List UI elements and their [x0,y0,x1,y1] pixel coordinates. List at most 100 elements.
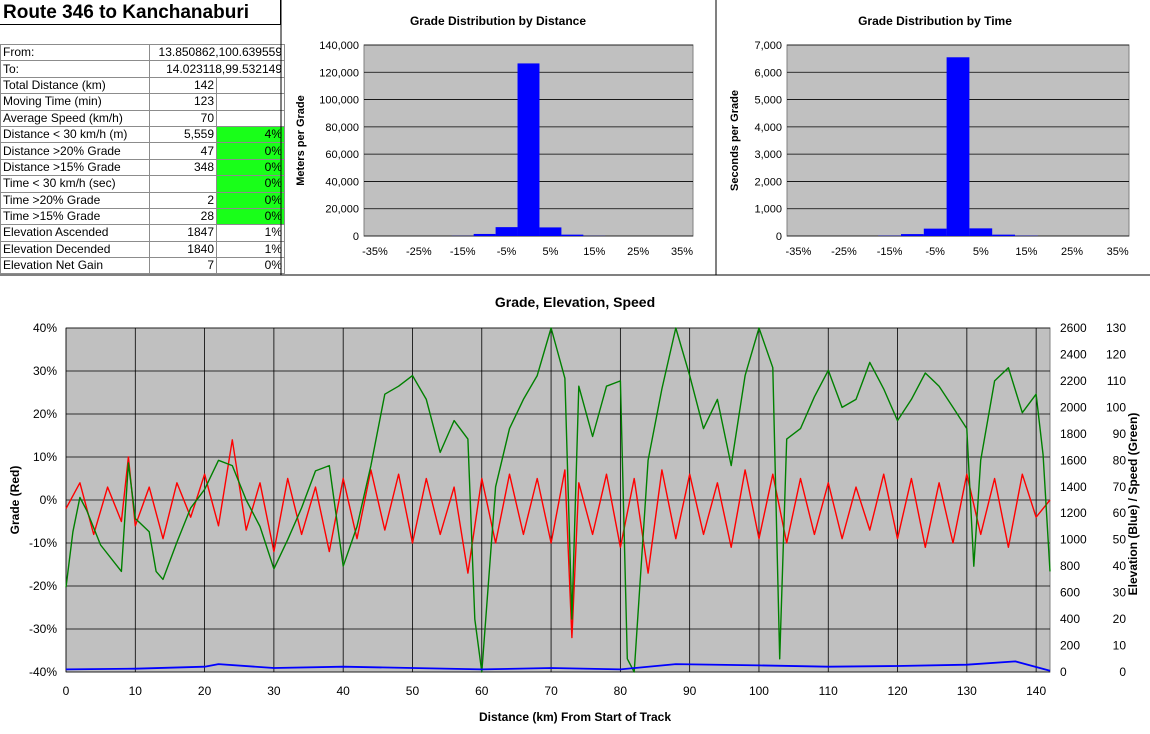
elevation-tick-label: 1600 [1060,453,1087,467]
y-tick-label: 140,000 [319,40,359,52]
x-tick-label: -35% [786,246,812,258]
histogram-bar [539,227,562,236]
speed-tick-label: 130 [1106,321,1126,335]
stat-label: Time < 30 km/h (sec) [0,175,150,193]
speed-series-line [65,327,1051,673]
speed-tick-label: 70 [1113,480,1127,494]
x-tick-label: 120 [888,684,908,698]
x-tick-label: 30 [267,684,281,698]
stat-label: Elevation Ascended [0,224,150,242]
y-tick-label: -40% [29,665,57,679]
x-tick-label: -5% [497,246,517,258]
y-tick-label: 40,000 [325,176,359,188]
y-axis-title: Seconds per Grade [729,90,741,191]
y-tick-label: 0% [40,493,58,507]
elevation-tick-label: 200 [1060,639,1080,653]
x-tick-label: 80 [614,684,628,698]
y-tick-label: 20,000 [325,204,359,216]
stat-percent: 0% [216,142,285,160]
y-tick-label: 2,000 [754,176,782,188]
stat-percent: 0% [216,257,285,275]
x-tick-label: 110 [819,684,838,698]
x-tick-label: -15% [877,246,903,258]
elevation-tick-label: 2400 [1060,347,1087,361]
x-tick-label: 50 [406,684,420,698]
y-tick-label: -30% [29,622,57,636]
x-tick-label: 5% [542,246,558,258]
stats-row: From: 13.850862,100.639559 [0,43,285,62]
stats-row: Elevation Net Gain 7 0% [0,257,285,275]
speed-tick-label: 120 [1106,347,1126,361]
stat-percent: 1% [216,224,285,242]
speed-tick-label: 50 [1113,533,1127,547]
histogram-bar [923,228,947,236]
elevation-tick-label: 1200 [1060,506,1087,520]
x-tick-label: 70 [544,684,558,698]
y-tick-label: -10% [29,536,57,550]
stat-coordinate: 13.850862,100.639559 [149,43,285,62]
speed-tick-label: 100 [1106,400,1126,414]
elevation-tick-label: 600 [1060,586,1080,600]
y-tick-label: 60,000 [325,149,359,161]
stat-percent: 4% [216,125,285,144]
x-tick-label: -15% [450,246,476,258]
speed-tick-label: 0 [1119,665,1126,679]
x-tick-label: 40 [337,684,351,698]
y-tick-label: 80,000 [325,122,359,134]
x-tick-label: 35% [1107,246,1129,258]
x-tick-label: -35% [362,246,388,258]
histogram-bar [473,233,496,236]
elevation-tick-label: 1000 [1060,533,1087,547]
route-stats-table: From: 13.850862,100.639559 To: 14.023118,99… [0,43,285,275]
y-tick-label: 0 [776,231,782,243]
y-tick-label: 20% [33,407,57,421]
speed-tick-label: 10 [1113,639,1127,653]
y-tick-label: 120,000 [319,67,359,79]
elevation-tick-label: 2200 [1060,374,1087,388]
x-tick-label: 90 [683,684,697,698]
speed-tick-label: 20 [1113,612,1127,626]
stat-percent: 0% [216,207,285,226]
y-axis-title: Meters per Grade [295,95,307,185]
x-axis-title: Distance (km) From Start of Track [479,710,671,724]
x-tick-label: 15% [583,246,605,258]
x-tick-label: 60 [475,684,489,698]
x-tick-label: 140 [1026,684,1046,698]
stat-label: Moving Time (min) [0,93,150,111]
y-tick-label: 10% [33,450,57,464]
elevation-tick-label: 1400 [1060,480,1087,494]
speed-tick-label: 80 [1113,453,1127,467]
stats-row: Distance < 30 km/h (m) 5,559 4% [0,125,285,144]
x-tick-label: 0 [63,684,70,698]
stat-label: Distance >15% Grade [0,158,150,177]
y-tick-label: 0 [353,231,359,243]
histogram-bar [495,227,518,236]
x-tick-label: -5% [925,246,945,258]
histogram-bar [969,228,993,236]
y-tick-label: 1,000 [754,204,782,216]
x-tick-label: -25% [406,246,432,258]
y-tick-label: 5,000 [754,95,782,107]
x-tick-label: 130 [957,684,977,698]
stats-row: Time < 30 km/h (sec) 0% [0,175,285,193]
y-tick-label: 6,000 [754,67,782,79]
x-tick-label: 25% [1061,246,1083,258]
speed-tick-label: 40 [1113,559,1127,573]
stats-row: Elevation Decended 1840 1% [0,240,285,259]
elevation-tick-label: 1800 [1060,427,1087,441]
x-tick-label: 5% [973,246,989,258]
chart-title: Grade Distribution by Distance [410,14,586,28]
x-tick-label: 100 [749,684,769,698]
elevation-tick-label: 2600 [1060,321,1087,335]
grade-series-line [65,439,1051,639]
elevation-series-line [65,660,1051,672]
y-axis-title: Grade (Red) [8,466,22,535]
y-tick-label: 3,000 [754,149,782,161]
histogram-bar [517,63,540,236]
chart-title: Grade, Elevation, Speed [495,294,655,310]
histogram-bar [946,57,970,237]
y-tick-label: 40% [33,321,57,335]
stat-coordinate: 14.023118,99.532149 [149,60,285,78]
stat-percent: 0% [216,191,285,209]
